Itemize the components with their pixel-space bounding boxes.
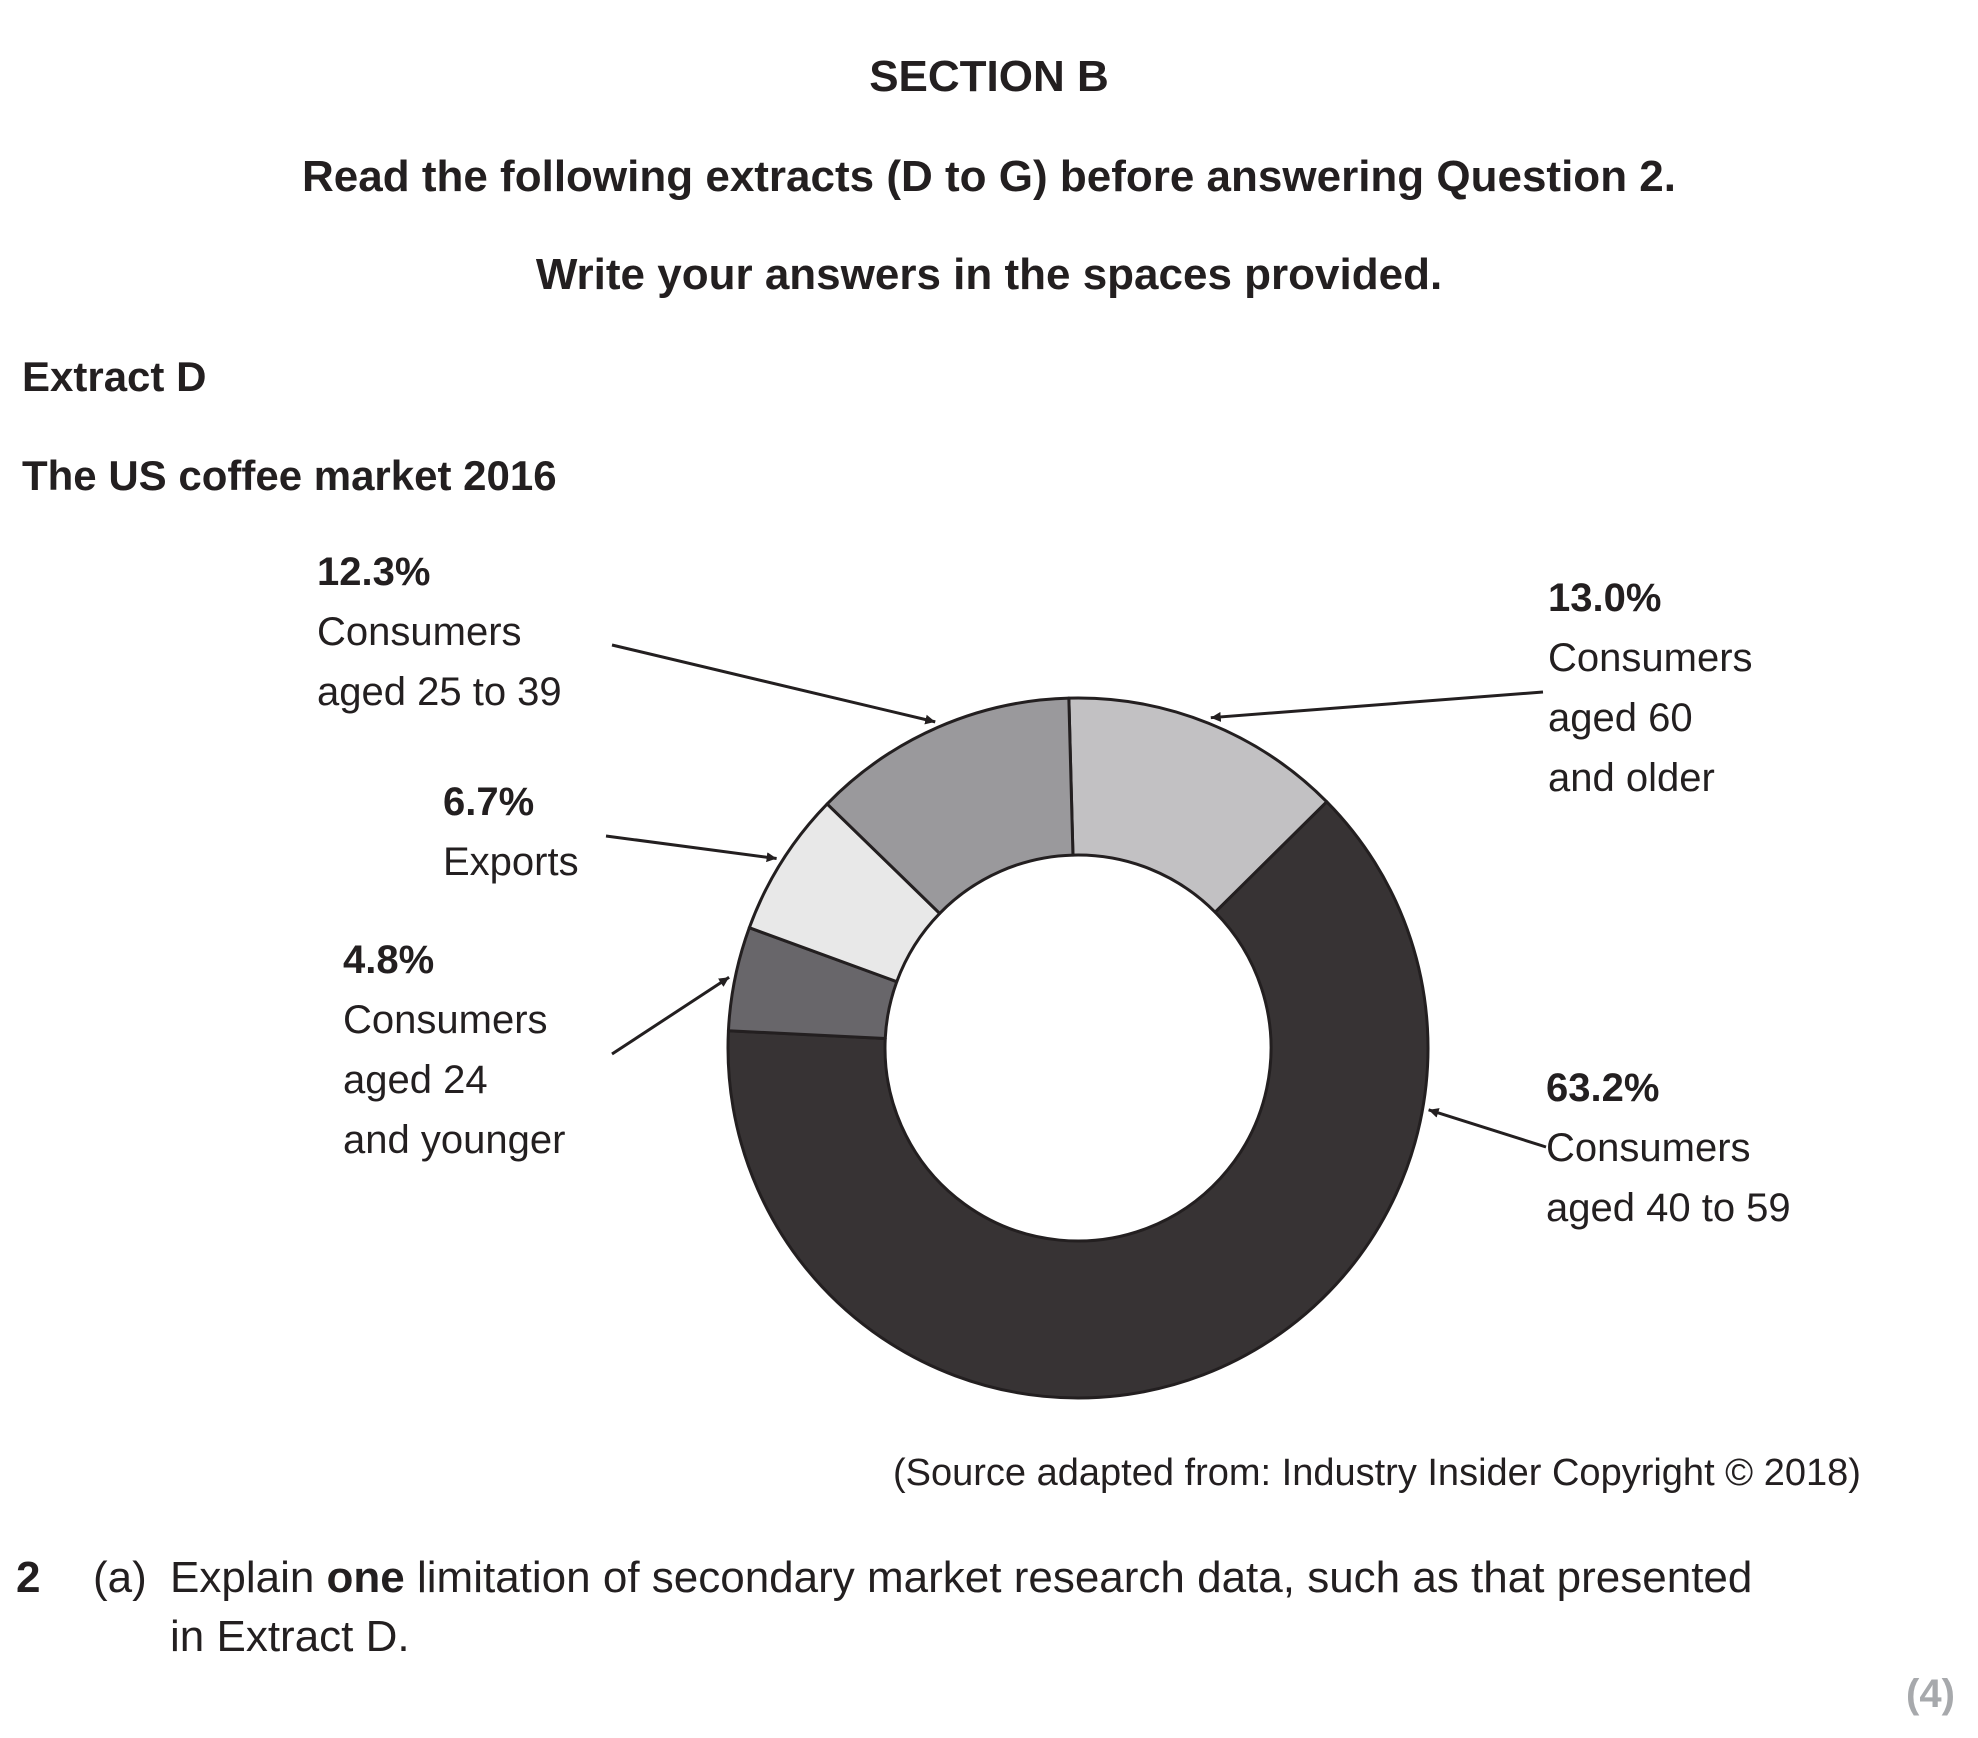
slice-label-40-to-59: 63.2% Consumers aged 40 to 59 [1546,1058,1791,1238]
slice-name-line: Consumers [317,610,522,654]
question-number: 2 [16,1553,41,1602]
arrow-40-to-59 [1428,1108,1547,1149]
slice-name-line: Exports [443,840,579,884]
question-text-line-2: in Extract D. [170,1612,410,1661]
slice-percent: 63.2% [1546,1066,1660,1110]
slice-name-line: Consumers [1546,1126,1751,1170]
slice-name-line: aged 24 [343,1058,488,1102]
slice-label-60-and-older: 13.0% Consumers aged 60 and older [1548,568,1753,808]
slice-percent: 6.7% [443,780,535,824]
extract-label: Extract D [22,353,207,400]
question-text-start: Explain [170,1553,327,1602]
question-emphasis: one [326,1553,405,1602]
question-text-end: limitation of secondary market research … [404,1553,1753,1602]
question-text: Explain one limitation of secondary mark… [170,1553,1752,1603]
slice-name-line: and younger [343,1118,566,1162]
arrow-25-to-39 [611,643,936,725]
marks-available: (4) [1906,1672,1955,1716]
source-citation: (Source adapted from: Industry Insider C… [893,1452,1861,1494]
slice-name-line: Consumers [343,998,548,1042]
slice-label-exports: 6.7% Exports [443,772,579,892]
slice-25-to-39 [825,696,1075,915]
slice-label-24-and-younger: 4.8% Consumers aged 24 and younger [343,930,565,1170]
instruction-read-extracts: Read the following extracts (D to G) bef… [302,152,1676,201]
chart-title: The US coffee market 2016 [22,452,557,499]
slice-60-and-older [1067,696,1329,914]
slice-label-25-to-39: 12.3% Consumers aged 25 to 39 [317,542,562,722]
slice-name-line: aged 60 [1548,696,1693,740]
slice-name-line: Consumers [1548,636,1753,680]
section-heading: SECTION B [869,52,1109,101]
question-part: (a) [93,1553,147,1602]
arrow-24-and-younger [611,976,730,1056]
slice-percent: 13.0% [1548,576,1662,620]
instruction-write-answers: Write your answers in the spaces provide… [535,250,1443,299]
donut-chart [605,643,1547,1400]
slice-name-line: and older [1548,756,1715,800]
slice-name-line: aged 40 to 59 [1546,1186,1791,1230]
arrow-exports [605,834,777,863]
arrow-60-and-older [1210,690,1544,722]
slice-name-line: aged 25 to 39 [317,670,562,714]
slice-percent: 12.3% [317,550,431,594]
slice-percent: 4.8% [343,938,435,982]
slice-40-to-59 [726,800,1430,1400]
